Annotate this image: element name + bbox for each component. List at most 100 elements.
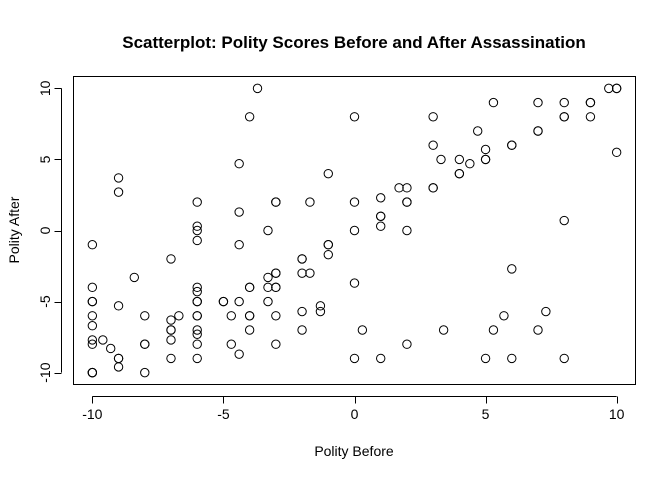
data-point (402, 183, 412, 193)
data-point (376, 193, 386, 203)
data-point (192, 235, 202, 246)
chart-title: Scatterplot: Polity Scores Before and Af… (122, 33, 586, 52)
plot-frame (73, 76, 636, 385)
y-axis-label: Polity After (6, 196, 22, 263)
data-point (113, 301, 124, 311)
data-point (315, 301, 326, 311)
data-point (559, 112, 569, 122)
data-point (533, 97, 543, 108)
data-point (271, 311, 281, 321)
data-point (192, 325, 202, 335)
data-point (192, 221, 202, 231)
data-point (87, 367, 98, 378)
y-tick-label: 5 (37, 155, 53, 163)
data-point (140, 339, 150, 349)
data-point (140, 311, 150, 321)
data-point (402, 339, 412, 349)
data-point (252, 83, 263, 94)
data-point (585, 97, 596, 108)
data-point (604, 83, 614, 94)
data-point (297, 254, 307, 264)
data-point (480, 144, 491, 155)
data-point (297, 325, 307, 335)
data-point (234, 296, 244, 307)
data-point (192, 311, 202, 321)
data-point (402, 197, 412, 207)
data-point (454, 154, 465, 165)
x-axis-label: Polity Before (314, 443, 394, 459)
data-point (507, 264, 517, 274)
data-point (323, 249, 333, 260)
data-point (234, 158, 244, 169)
data-point (271, 282, 281, 293)
y-tick-label: 10 (37, 80, 53, 96)
data-point (234, 349, 244, 359)
data-point (192, 296, 202, 307)
data-point (192, 286, 202, 297)
data-point (271, 268, 281, 278)
data-point (271, 197, 281, 207)
data-point (349, 197, 360, 207)
data-point (166, 335, 176, 345)
data-point (585, 112, 596, 122)
data-point (174, 311, 184, 321)
y-axis: -10 -5 0 5 10 (37, 80, 62, 383)
data-point (106, 343, 116, 354)
data-point (87, 339, 98, 349)
data-point (507, 353, 517, 364)
y-tick-label: -10 (37, 362, 53, 382)
data-point (87, 240, 98, 250)
data-point (244, 311, 255, 321)
data-point (192, 282, 202, 293)
data-point (533, 126, 543, 136)
data-point (559, 215, 569, 226)
data-point (87, 335, 98, 345)
data-point (166, 315, 176, 325)
data-point (113, 173, 124, 183)
data-point (323, 240, 333, 250)
data-point (394, 183, 404, 193)
data-point (234, 240, 244, 250)
data-point (140, 367, 150, 378)
data-point (98, 335, 108, 345)
data-point (559, 97, 569, 108)
data-point (271, 339, 281, 349)
x-axis: -10 -5 0 5 10 (82, 396, 625, 422)
data-point (349, 112, 360, 122)
data-point (465, 158, 475, 169)
data-point (297, 268, 307, 278)
data-point (192, 329, 202, 339)
data-point (611, 147, 622, 158)
data-point (488, 97, 499, 108)
data-point (480, 353, 491, 364)
data-point (376, 221, 386, 231)
x-tick-label: 10 (609, 406, 625, 422)
data-point (480, 154, 491, 165)
data-point (192, 353, 202, 364)
data-point (438, 325, 449, 335)
data-point (559, 353, 569, 364)
data-point (454, 168, 465, 179)
data-point (263, 225, 273, 236)
data-point (376, 353, 386, 364)
data-point (349, 353, 360, 364)
data-point (263, 296, 273, 307)
data-point (428, 183, 438, 193)
data-point (192, 225, 202, 236)
data-point (218, 296, 229, 307)
data-point (244, 325, 255, 335)
y-tick-label: -5 (37, 295, 53, 308)
data-point (428, 140, 438, 150)
data-point (263, 272, 273, 283)
data-point (349, 225, 360, 236)
data-point (488, 325, 499, 335)
x-tick-label: -10 (82, 406, 102, 422)
data-point (166, 254, 176, 264)
data-point (113, 353, 124, 364)
data-point (87, 296, 98, 307)
data-point (323, 168, 333, 179)
data-point (234, 207, 244, 217)
x-tick-label: 5 (482, 406, 490, 422)
data-point (305, 268, 315, 278)
